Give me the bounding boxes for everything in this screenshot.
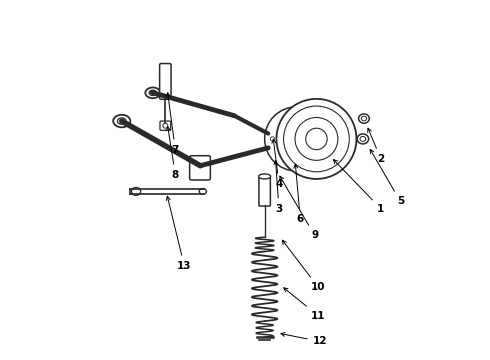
Text: 5: 5	[370, 149, 404, 206]
Circle shape	[265, 107, 329, 171]
Circle shape	[307, 116, 311, 120]
Text: 4: 4	[272, 139, 283, 189]
Ellipse shape	[269, 132, 278, 145]
Text: 11: 11	[284, 288, 325, 321]
Ellipse shape	[361, 116, 367, 121]
Circle shape	[283, 158, 287, 162]
Text: 10: 10	[282, 240, 325, 292]
Circle shape	[283, 116, 287, 120]
Text: 12: 12	[281, 333, 327, 346]
Text: 13: 13	[167, 196, 192, 271]
Text: 9: 9	[280, 176, 318, 240]
FancyBboxPatch shape	[160, 121, 171, 130]
Text: 8: 8	[167, 127, 179, 180]
Ellipse shape	[149, 90, 157, 95]
Text: 3: 3	[274, 161, 283, 213]
Ellipse shape	[146, 87, 160, 98]
Ellipse shape	[360, 136, 366, 141]
Ellipse shape	[131, 188, 141, 195]
Ellipse shape	[199, 189, 206, 194]
Text: 7: 7	[166, 93, 179, 155]
Text: 1: 1	[333, 159, 384, 213]
Circle shape	[288, 130, 306, 148]
Circle shape	[319, 137, 323, 141]
Text: 6: 6	[294, 164, 304, 224]
FancyBboxPatch shape	[190, 156, 210, 180]
FancyBboxPatch shape	[160, 64, 171, 99]
Circle shape	[307, 158, 311, 162]
Ellipse shape	[118, 118, 126, 124]
Ellipse shape	[359, 114, 369, 123]
Circle shape	[306, 128, 327, 150]
Circle shape	[284, 106, 349, 172]
Circle shape	[295, 117, 338, 160]
Circle shape	[279, 121, 315, 157]
Circle shape	[270, 137, 275, 141]
Ellipse shape	[113, 115, 130, 127]
FancyBboxPatch shape	[259, 177, 270, 206]
Ellipse shape	[357, 134, 368, 144]
Circle shape	[276, 99, 356, 179]
Circle shape	[163, 123, 168, 128]
Ellipse shape	[270, 123, 277, 129]
Ellipse shape	[259, 174, 270, 179]
Text: 2: 2	[368, 128, 384, 163]
